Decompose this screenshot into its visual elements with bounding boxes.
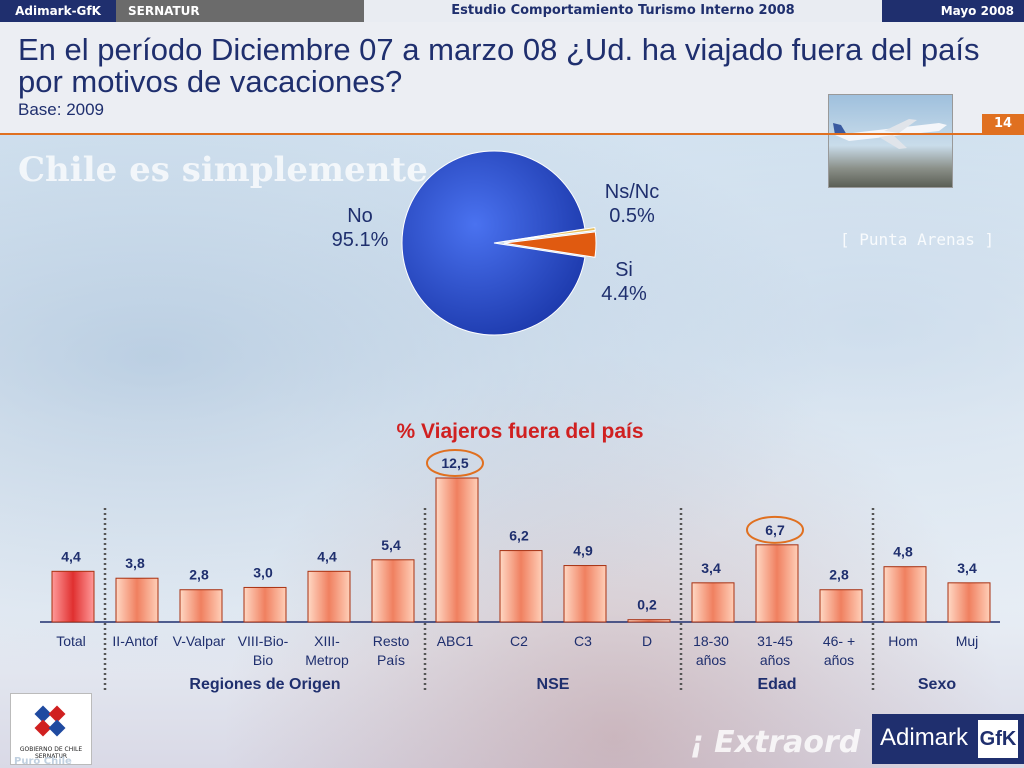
airplane-icon: [833, 119, 947, 149]
category-label-d: D: [642, 633, 652, 649]
gobierno-logo-text: GOBIERNO DE CHILE SERNATUR: [11, 746, 91, 760]
category-label-muj: Muj: [956, 633, 979, 649]
bar-viii-bio-bio: [243, 586, 287, 623]
category-label-xiii-metrop: XIII-: [314, 633, 340, 649]
category-label-c2: C2: [510, 633, 528, 649]
pie-label-no-name: No: [347, 205, 373, 227]
bar-v-valpar: [179, 589, 223, 623]
bar-hom: [883, 566, 927, 623]
bar-xiii-metrop: [307, 570, 351, 623]
pie-label-no: No 95.1%: [318, 204, 402, 252]
category-label-viii-bio-bio: VIII-Bio-: [238, 633, 289, 649]
bar-muj: [947, 582, 991, 623]
category-label-18-30-a-os: años: [696, 652, 726, 668]
client-label: SERNATUR: [116, 0, 364, 22]
bar-value-abc1: 12,5: [441, 455, 468, 471]
pie-label-nsnc-name: Ns/Nc: [604, 181, 660, 203]
pie-slice-si: [503, 231, 597, 258]
gobierno-logo: GOBIERNO DE CHILE SERNATUR: [10, 693, 92, 765]
category-label-18-30-a-os: 18-30: [693, 633, 729, 649]
bar-abc1: [435, 477, 479, 623]
bar-value-xiii-metrop: 4,4: [317, 548, 337, 564]
top-bar: Adimark-GfK SERNATUR Estudio Comportamie…: [0, 0, 1024, 22]
page-title: En el período Diciembre 07 a marzo 08 ¿U…: [18, 32, 980, 99]
category-label-viii-bio-bio: Bio: [253, 652, 273, 668]
pie-label-nsnc: Ns/Nc 0.5%: [592, 180, 672, 228]
pie-label-si: Si 4.4%: [584, 258, 664, 306]
pie-label-nsnc-value: 0.5%: [609, 205, 655, 227]
highlight-ring-31-45-a-os: [746, 515, 804, 544]
bar-ii-antof: [115, 577, 159, 623]
group-label-sexo: Sexo: [917, 676, 957, 693]
group-label-regiones-de-origen: Regiones de Origen: [189, 676, 341, 693]
bar-value-c2: 6,2: [509, 528, 529, 544]
category-label-hom: Hom: [888, 633, 918, 649]
highlight-ring-abc1: [426, 449, 484, 477]
adimark-logo-text: Adimark: [880, 724, 969, 751]
bar-value-hom: 4,8: [893, 544, 913, 560]
adimark-logo: Adimark GfK: [872, 714, 1024, 764]
bar-chart-title: % Viajeros fuera del país: [396, 420, 644, 443]
category-label-resto-pa-s: País: [377, 652, 405, 668]
bar-total: [51, 570, 95, 623]
bar-resto-pa-s: [371, 559, 415, 623]
category-label-46-a-os: 46- +: [823, 633, 855, 649]
background-place-label: [ Punta Arenas ]: [840, 230, 995, 249]
bar-31-45-a-os: [755, 544, 799, 623]
background-slogan: ¡ Extraord: [690, 725, 861, 760]
airplane-photo: [828, 94, 953, 188]
pie-chart: [401, 150, 597, 336]
category-label-v-valpar: V-Valpar: [173, 633, 226, 649]
gobierno-logo-sub: SERNATUR: [34, 753, 68, 760]
bar-c2: [499, 550, 543, 623]
bar-value-31-45-a-os: 6,7: [765, 522, 785, 538]
category-label-31-45-a-os: años: [760, 652, 790, 668]
bar-value-c3: 4,9: [573, 543, 593, 559]
pie-label-no-value: 95.1%: [331, 229, 389, 251]
bar-c3: [563, 565, 607, 623]
page-number: 14: [982, 114, 1024, 134]
bar-value-viii-bio-bio: 3,0: [253, 564, 273, 580]
category-label-46-a-os: años: [824, 652, 854, 668]
bar-value-muj: 3,4: [957, 560, 977, 576]
gobierno-logo-title: GOBIERNO DE CHILE: [19, 746, 83, 753]
category-label-ii-antof: II-Antof: [112, 633, 157, 649]
base-label: Base: 2009: [18, 100, 105, 119]
pie-label-si-value: 4.4%: [601, 283, 647, 305]
date-label: Mayo 2008: [882, 0, 1024, 22]
group-label-edad: Edad: [757, 676, 797, 693]
brand-label: Adimark-GfK: [0, 0, 116, 22]
category-label-total: Total: [56, 633, 86, 649]
category-label-abc1: ABC1: [437, 633, 474, 649]
bar-18-30-a-os: [691, 582, 735, 623]
pie-slice-ns-nc: [503, 226, 596, 243]
gobierno-emblem-icon: [34, 705, 66, 737]
gfk-logo-text: GfK: [978, 720, 1018, 758]
header-divider: [0, 133, 1024, 135]
bar-value-resto-pa-s: 5,4: [381, 537, 401, 553]
bar-value-v-valpar: 2,8: [189, 567, 209, 583]
pie-label-si-name: Si: [615, 259, 633, 281]
bar-value-total: 4,4: [61, 548, 81, 564]
bar-value-ii-antof: 3,8: [125, 555, 145, 571]
category-label-31-45-a-os: 31-45: [757, 633, 793, 649]
study-title: Estudio Comportamiento Turismo Interno 2…: [451, 3, 795, 18]
group-label-nse: NSE: [536, 676, 570, 693]
bar-value-18-30-a-os: 3,4: [701, 560, 721, 576]
bar-value-46-a-os: 2,8: [829, 567, 849, 583]
bar-d: [627, 619, 671, 623]
bar-chart: 4,4 Total 3,8 II-Antof 2,8 V-Valpar 3,0 VIII-Bi…: [40, 449, 1000, 690]
bar-value-d: 0,2: [637, 597, 657, 613]
pie-slice-no: [401, 150, 586, 336]
category-label-c3: C3: [574, 633, 592, 649]
bar-46-a-os: [819, 589, 863, 623]
category-label-resto-pa-s: Resto: [373, 633, 410, 649]
footer-left-text: Puro Chile: [14, 756, 72, 767]
category-label-xiii-metrop: Metrop: [305, 652, 349, 668]
background-watermark: Chile es simplemente: [18, 150, 428, 190]
